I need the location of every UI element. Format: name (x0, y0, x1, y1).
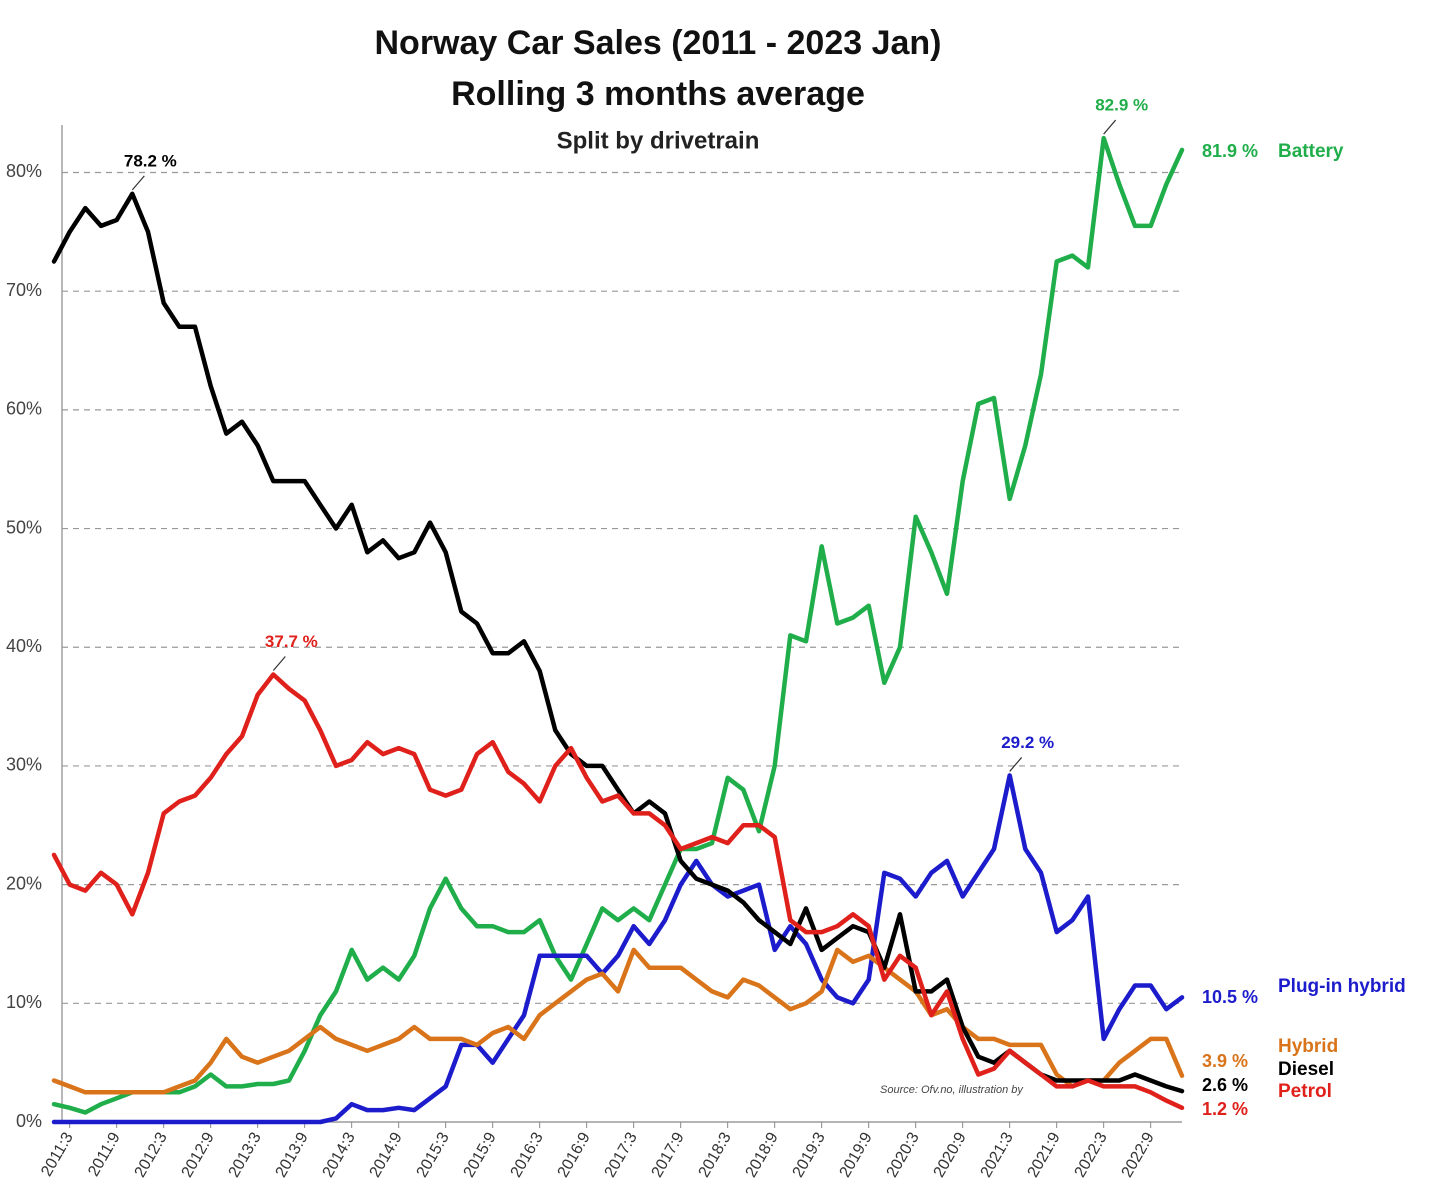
series-line (51, 947, 1185, 1095)
peak-value-label: 37.7 % (265, 632, 318, 651)
x-tick-label: 2016:3 (508, 1130, 547, 1181)
legend-label: Diesel (1278, 1059, 1334, 1080)
peak-value-label: 29.2 % (1001, 733, 1054, 752)
chart-subtitle: Rolling 3 months average (451, 75, 865, 113)
chart-subtitle: Split by drivetrain (557, 127, 760, 154)
x-tick-label: 2015:9 (461, 1130, 500, 1181)
x-tick-label: 2012:3 (132, 1130, 171, 1181)
x-tick-label: 2011:9 (85, 1130, 124, 1180)
x-tick-label: 2018:3 (696, 1130, 735, 1181)
x-tick-label: 2012:9 (179, 1130, 218, 1181)
y-tick-label: 0% (16, 1111, 42, 1131)
x-tick-label: 2015:3 (414, 1130, 453, 1181)
series-line (51, 191, 1185, 1094)
leader-line (272, 656, 286, 671)
y-tick-label: 80% (6, 161, 42, 181)
x-tick-label: 2019:9 (837, 1130, 876, 1181)
x-tick-label: 2013:3 (226, 1130, 265, 1181)
x-tick-label: 2022:3 (1072, 1130, 1111, 1181)
x-tick-label: 2022:9 (1119, 1130, 1158, 1181)
x-tick-label: 2011:3 (38, 1130, 77, 1180)
x-tick-label: 2017:3 (602, 1130, 641, 1181)
x-tick-label: 2016:9 (555, 1130, 594, 1181)
series-line (51, 135, 1185, 1115)
series-line (51, 672, 1185, 1111)
leader-line (1103, 119, 1117, 135)
chart-title: Norway Car Sales (2011 - 2023 Jan) (375, 24, 942, 62)
x-tick-label: 2014:3 (320, 1130, 359, 1181)
end-value-label: 1.2 % (1202, 1099, 1248, 1119)
leader-line (1009, 757, 1023, 772)
legend-label: Plug-in hybrid (1278, 976, 1406, 997)
y-tick-label: 20% (6, 873, 42, 893)
legend-label: Hybrid (1278, 1036, 1338, 1057)
y-tick-label: 30% (6, 755, 42, 775)
source-note: Source: Ofv.no, illustration by (880, 1084, 1024, 1096)
series-line (51, 773, 1185, 1125)
x-tick-label: 2019:3 (790, 1130, 829, 1181)
legend-label: Battery (1278, 141, 1344, 162)
end-value-label: 10.5 % (1202, 987, 1258, 1007)
peak-value-label: 78.2 % (124, 151, 177, 170)
y-tick-label: 10% (6, 992, 42, 1012)
peak-value-label: 82.9 % (1095, 96, 1148, 115)
legend-label: Petrol (1278, 1081, 1332, 1102)
end-value-label: 81.9 % (1202, 141, 1258, 161)
end-value-label: 3.9 % (1202, 1051, 1248, 1071)
y-tick-label: 40% (6, 636, 42, 656)
x-tick-label: 2018:9 (743, 1130, 782, 1181)
end-value-label: 2.6 % (1202, 1075, 1248, 1095)
x-tick-label: 2021:3 (978, 1130, 1017, 1181)
y-tick-label: 70% (6, 280, 42, 300)
x-tick-label: 2014:9 (367, 1130, 406, 1181)
leader-line (131, 175, 145, 191)
x-tick-label: 2021:9 (1025, 1130, 1064, 1181)
y-tick-label: 50% (6, 517, 42, 537)
x-tick-label: 2013:9 (273, 1130, 312, 1181)
y-tick-label: 60% (6, 399, 42, 419)
x-tick-label: 2020:3 (884, 1130, 923, 1181)
x-tick-label: 2017:9 (649, 1130, 688, 1181)
x-tick-label: 2020:9 (931, 1130, 970, 1181)
